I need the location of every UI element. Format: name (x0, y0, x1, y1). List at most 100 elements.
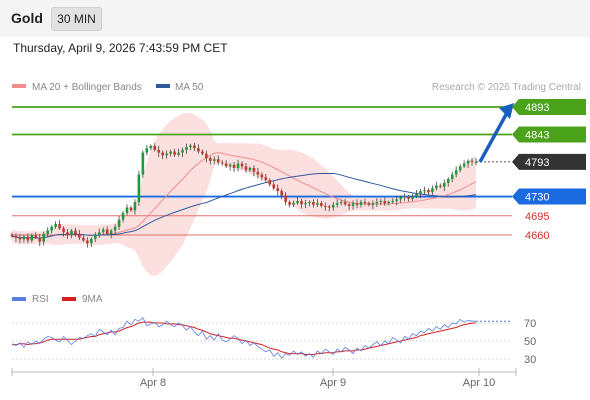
candle-body (189, 145, 192, 148)
candle-body (173, 151, 176, 155)
candle-body (300, 200, 303, 205)
candle-body (331, 204, 335, 208)
candle-body (240, 163, 244, 167)
ma9-legend-label: 9MA (82, 294, 103, 305)
level-label-4660: 4660 (525, 230, 549, 242)
candle-body (355, 203, 359, 205)
level-tags: 4893 4843 4793 4730 4695 4660 (512, 99, 586, 242)
candle-body (308, 202, 311, 204)
candle-body (371, 203, 375, 205)
timeframe-button[interactable]: 30 MIN (51, 7, 102, 31)
rsi-legend: RSI 9MA (12, 294, 103, 305)
ma20-legend-swatch (12, 84, 26, 88)
ma9-legend-swatch (62, 297, 76, 301)
candle-body (288, 202, 291, 205)
level-label-4730: 4730 (525, 192, 549, 204)
candle-body (153, 146, 157, 150)
forecast-arrow (478, 103, 514, 163)
candle-body (125, 207, 129, 214)
candle-body (347, 204, 351, 206)
candle-body (391, 200, 395, 203)
candle-body (113, 226, 117, 231)
candle-body (101, 229, 105, 233)
level-tag-4893 (512, 99, 586, 115)
candle-body (205, 153, 208, 159)
rsi-tick-30: 30 (524, 354, 536, 366)
candle-body (292, 203, 295, 205)
candle-body (165, 153, 168, 156)
candle-body (367, 203, 371, 205)
candle-body (395, 199, 398, 201)
candle-body (14, 236, 18, 238)
candle-body (74, 230, 77, 234)
candle-body (117, 219, 121, 227)
rsi-panel: 70 50 30 (11, 316, 536, 366)
candle-body (97, 232, 101, 235)
level-label-4843: 4843 (525, 129, 549, 141)
rsi-line (11, 316, 476, 359)
level-label-4695: 4695 (525, 211, 549, 223)
candle-body (351, 203, 355, 206)
candle-body (375, 202, 379, 204)
candle-body (399, 197, 402, 200)
candle-body (470, 160, 474, 162)
candle-body (284, 195, 287, 203)
candle-body (212, 159, 216, 161)
x-tick-label: Apr 10 (463, 377, 495, 389)
candle-body (54, 224, 57, 227)
candle-body (268, 180, 272, 185)
ma20-legend-label: MA 20 + Bollinger Bands (32, 82, 142, 93)
candle-body (145, 148, 149, 153)
candle-body (197, 148, 200, 152)
candle-body (10, 234, 14, 237)
rsi-tick-50: 50 (524, 336, 536, 348)
forecast-arrow-shaft (478, 110, 510, 163)
candle-body (193, 145, 196, 149)
x-axis: Apr 8 Apr 9 Apr 10 (11, 368, 517, 389)
candle-body (454, 170, 458, 175)
chart-legend: MA 20 + Bollinger Bands MA 50 Research ©… (12, 82, 581, 93)
candle-body (149, 146, 153, 149)
rsi-legend-swatch (12, 297, 26, 301)
candle-body (256, 171, 260, 175)
level-tag-4793 (512, 153, 586, 170)
level-label-4793: 4793 (525, 157, 549, 169)
candle-body (276, 188, 280, 192)
candle-body (66, 232, 69, 235)
candle-body (335, 203, 339, 205)
candle-body (58, 224, 61, 229)
candle-body (304, 203, 307, 205)
candle-body (316, 203, 319, 205)
candle-body (423, 189, 426, 192)
x-tick-label: Apr 8 (140, 377, 166, 389)
candle-body (70, 230, 73, 235)
candle-body (450, 174, 454, 179)
chart-header: Gold 30 MIN (0, 0, 590, 37)
candle-body (458, 166, 462, 171)
candle-body (90, 238, 93, 244)
candle-body (323, 205, 327, 207)
candle-body (169, 151, 172, 154)
candle-body (105, 229, 109, 234)
level-tag-4843 (512, 126, 586, 143)
credit-label: Research © 2026 Trading Central (432, 82, 581, 93)
candle-body (387, 202, 391, 204)
candle-body (248, 167, 252, 171)
candle-body (427, 189, 430, 193)
candle-body (252, 167, 256, 172)
candle-body (34, 235, 38, 238)
candle-body (185, 147, 188, 150)
candle-body (411, 196, 414, 199)
candle-body (93, 235, 97, 239)
candle-body (383, 200, 387, 204)
candle-body (446, 178, 450, 183)
candle-body (161, 152, 165, 156)
candle-body (260, 174, 264, 178)
candles (10, 142, 478, 248)
candle-body (296, 200, 299, 204)
level-label-4893: 4893 (525, 102, 549, 114)
candle-body (42, 233, 46, 242)
candle-body (141, 152, 145, 175)
candle-body (339, 202, 343, 204)
candle-body (435, 185, 438, 189)
